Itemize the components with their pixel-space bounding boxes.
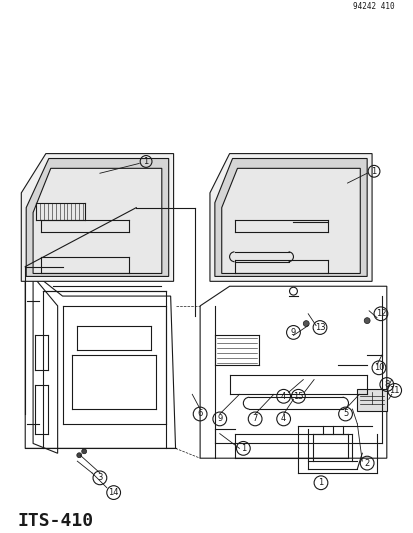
Text: 9: 9 bbox=[217, 414, 222, 423]
Polygon shape bbox=[221, 168, 359, 273]
Text: 10: 10 bbox=[373, 364, 383, 372]
Circle shape bbox=[363, 318, 369, 324]
Text: 1: 1 bbox=[318, 478, 323, 487]
Text: 15: 15 bbox=[292, 392, 303, 401]
Text: 6: 6 bbox=[197, 409, 202, 418]
Text: 7: 7 bbox=[252, 414, 257, 423]
Text: 4: 4 bbox=[280, 392, 285, 401]
Circle shape bbox=[303, 321, 309, 327]
Text: 4: 4 bbox=[280, 414, 285, 423]
Polygon shape bbox=[33, 168, 161, 273]
Text: 12: 12 bbox=[375, 309, 385, 318]
Polygon shape bbox=[209, 154, 371, 281]
FancyBboxPatch shape bbox=[356, 390, 386, 411]
Polygon shape bbox=[26, 158, 168, 277]
Circle shape bbox=[81, 449, 86, 454]
Text: 3: 3 bbox=[97, 473, 102, 482]
Text: 94242 410: 94242 410 bbox=[352, 2, 394, 11]
Text: 5: 5 bbox=[342, 409, 347, 418]
Text: 14: 14 bbox=[108, 488, 119, 497]
Circle shape bbox=[77, 453, 81, 458]
Text: 1: 1 bbox=[240, 444, 245, 453]
Text: 11: 11 bbox=[389, 386, 399, 395]
Text: 8: 8 bbox=[383, 380, 389, 389]
Polygon shape bbox=[21, 154, 173, 281]
Text: 2: 2 bbox=[364, 458, 369, 467]
Text: 1: 1 bbox=[370, 167, 376, 176]
Polygon shape bbox=[214, 158, 366, 277]
Text: 1: 1 bbox=[143, 157, 148, 166]
Text: ITS-410: ITS-410 bbox=[17, 512, 93, 530]
Text: 13: 13 bbox=[314, 323, 325, 332]
Text: 9: 9 bbox=[290, 328, 295, 337]
